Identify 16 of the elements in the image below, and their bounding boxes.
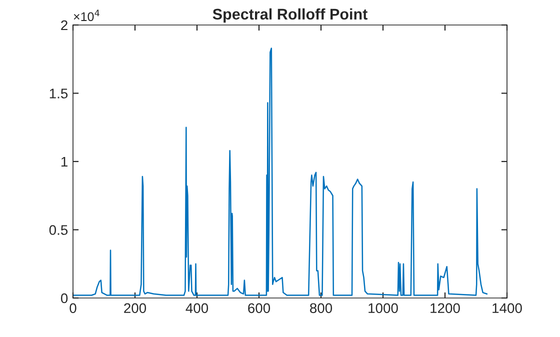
- x-tick-label: 1400: [492, 303, 522, 314]
- y-tick-label: 1.5: [50, 88, 68, 98]
- y-tick-label: 1: [61, 156, 68, 167]
- y-tick-label: 0.5: [49, 225, 68, 235]
- x-tick-label: 1000: [368, 303, 398, 314]
- line-series: [73, 48, 488, 296]
- x-tick-label: 200: [124, 303, 146, 314]
- text: ×10$^{4}$: [74, 10, 100, 22]
- chart-title: Spectral Rolloff Point: [212, 8, 368, 23]
- x-tick-label: 0: [70, 303, 76, 314]
- x-tick-label: 1200: [430, 303, 460, 314]
- x-tick-label: 600: [248, 303, 270, 314]
- x-tick-label: 400: [186, 303, 208, 314]
- y-tick-label: 2: [61, 20, 68, 30]
- x-tick-label: 800: [310, 303, 332, 314]
- y-tick-label: 0: [60, 293, 68, 304]
